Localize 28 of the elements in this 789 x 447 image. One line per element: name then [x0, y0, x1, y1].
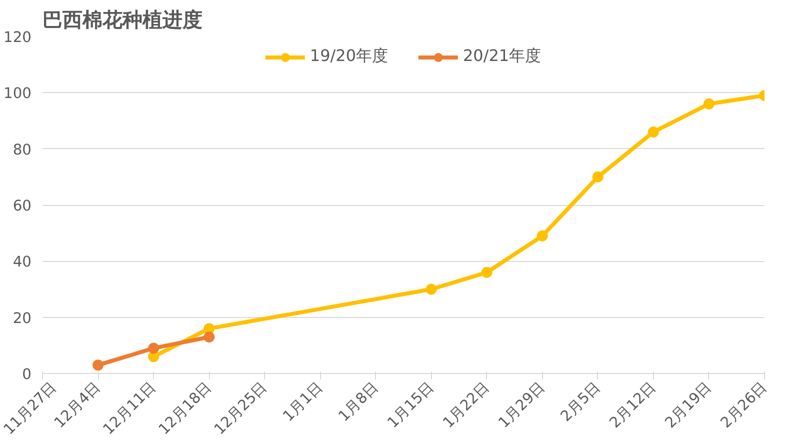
x-tick-label: 1月1日: [280, 378, 326, 425]
y-tick-label: 20: [12, 310, 32, 327]
x-tick-label: 2月5日: [557, 378, 604, 425]
point: [426, 284, 437, 295]
y-tick-label: 120: [4, 29, 32, 46]
y-tick-label: 100: [4, 85, 32, 102]
point: [648, 126, 659, 138]
point: [592, 171, 604, 182]
x-tick-label: 2月12日: [606, 378, 660, 432]
point: [148, 342, 160, 354]
point: [481, 266, 492, 278]
chart-title: 巴西棉花种植进度: [42, 8, 202, 32]
point: [92, 360, 104, 371]
y-tick-label: 0: [22, 366, 32, 383]
legend-label: 19/20年度: [310, 46, 388, 67]
y-tick-label: 40: [12, 254, 32, 271]
x-tick-label: 1月22日: [440, 378, 493, 432]
x-tick-label: 2月26日: [717, 378, 771, 432]
x-tick-label: 1月29日: [495, 378, 548, 432]
y-tick-label: 60: [12, 198, 32, 214]
x-tick-label: 1月8日: [335, 378, 382, 425]
x-tick-label: 1月15日: [384, 378, 438, 432]
y-tick-label: 80: [12, 141, 32, 158]
point: [703, 98, 714, 110]
point: [536, 230, 548, 242]
x-tick-label: 2月19日: [662, 378, 715, 432]
point: [204, 332, 215, 342]
legend-label: 20/21年度: [463, 46, 542, 67]
